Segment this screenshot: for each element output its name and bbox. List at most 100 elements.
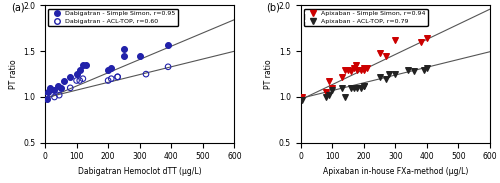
Point <box>328 88 336 91</box>
Point <box>72 73 80 76</box>
Point <box>416 41 424 44</box>
Point <box>76 68 84 71</box>
Point <box>66 75 74 78</box>
Point <box>350 86 358 89</box>
Point <box>360 68 368 71</box>
Point <box>341 68 349 71</box>
Point <box>79 64 87 66</box>
Point <box>347 70 355 73</box>
Point <box>338 75 345 78</box>
Point <box>404 68 412 71</box>
Point <box>420 68 428 71</box>
Legend: Dabigatran - Simple Simon, r=0.95, Dabigatran - ACL-TOP, r=0.60: Dabigatran - Simple Simon, r=0.95, Dabig… <box>48 9 178 26</box>
Point <box>136 54 143 57</box>
Point <box>54 85 62 87</box>
Point <box>341 96 349 98</box>
Point <box>79 64 87 66</box>
Point <box>423 36 431 39</box>
Point <box>82 64 90 66</box>
Point <box>79 77 87 80</box>
Point <box>42 97 50 100</box>
Point <box>322 96 330 98</box>
Point <box>42 97 50 100</box>
Point <box>164 43 172 46</box>
Point <box>360 68 368 71</box>
Point <box>120 48 128 51</box>
Point <box>322 91 330 94</box>
Point <box>360 66 368 69</box>
Point <box>325 79 333 82</box>
Point <box>376 52 384 55</box>
Point <box>360 85 368 87</box>
Point <box>108 66 116 69</box>
Point <box>328 86 336 89</box>
Point <box>44 91 52 94</box>
X-axis label: Apixaban in-house FXa-method (µg/L): Apixaban in-house FXa-method (µg/L) <box>322 167 468 176</box>
Point <box>120 54 128 57</box>
Point <box>347 70 355 73</box>
Point <box>298 98 306 101</box>
Point <box>350 66 358 69</box>
Point <box>344 68 352 71</box>
Point <box>354 68 362 71</box>
Point <box>50 88 58 91</box>
Point <box>164 43 172 46</box>
Point <box>350 66 358 69</box>
Point <box>76 79 84 82</box>
Point <box>392 39 400 42</box>
Point <box>325 94 333 97</box>
Text: (a): (a) <box>11 3 24 13</box>
Point <box>354 86 362 89</box>
Point <box>382 54 390 57</box>
Point <box>104 68 112 71</box>
Point <box>341 68 349 71</box>
Point <box>60 79 68 82</box>
Point <box>322 91 330 94</box>
Point <box>46 86 54 89</box>
Point <box>66 86 74 89</box>
Point <box>392 73 400 76</box>
Point <box>352 64 360 66</box>
X-axis label: Dabigatran Hemoclot dTT (µg/L): Dabigatran Hemoclot dTT (µg/L) <box>78 167 202 176</box>
Point <box>57 86 65 89</box>
Point <box>344 68 352 71</box>
Point <box>416 41 424 44</box>
Point <box>108 77 116 80</box>
Point <box>42 96 50 98</box>
Point <box>356 68 364 71</box>
Point <box>104 68 112 71</box>
Point <box>46 86 54 89</box>
Point <box>328 86 336 89</box>
Point <box>325 79 333 82</box>
Text: (b): (b) <box>266 3 280 13</box>
Point <box>410 70 418 73</box>
Point <box>376 75 384 78</box>
Point <box>114 75 122 78</box>
Point <box>360 85 368 87</box>
Point <box>54 85 62 87</box>
Point <box>347 86 355 89</box>
Point <box>385 73 393 76</box>
Point <box>142 73 150 76</box>
Point <box>363 66 371 69</box>
Point <box>66 75 74 78</box>
Point <box>82 64 90 66</box>
Point <box>60 79 68 82</box>
Y-axis label: PT ratio: PT ratio <box>264 59 273 89</box>
Point <box>356 86 364 89</box>
Point <box>376 52 384 55</box>
Point <box>382 54 390 57</box>
Point <box>72 79 80 82</box>
Point <box>354 68 362 71</box>
Y-axis label: PT ratio: PT ratio <box>8 59 18 89</box>
Point <box>164 65 172 68</box>
Point <box>104 79 112 82</box>
Point <box>360 66 368 69</box>
Point <box>423 66 431 69</box>
Legend: Apixaban - Simple Simon, r=0.94, Apixaban - ACL-TOP, r=0.79: Apixaban - Simple Simon, r=0.94, Apixaba… <box>304 9 428 26</box>
Point <box>44 91 52 94</box>
Point <box>298 96 306 98</box>
Point <box>338 86 345 89</box>
Point <box>352 64 360 66</box>
Point <box>356 68 364 71</box>
